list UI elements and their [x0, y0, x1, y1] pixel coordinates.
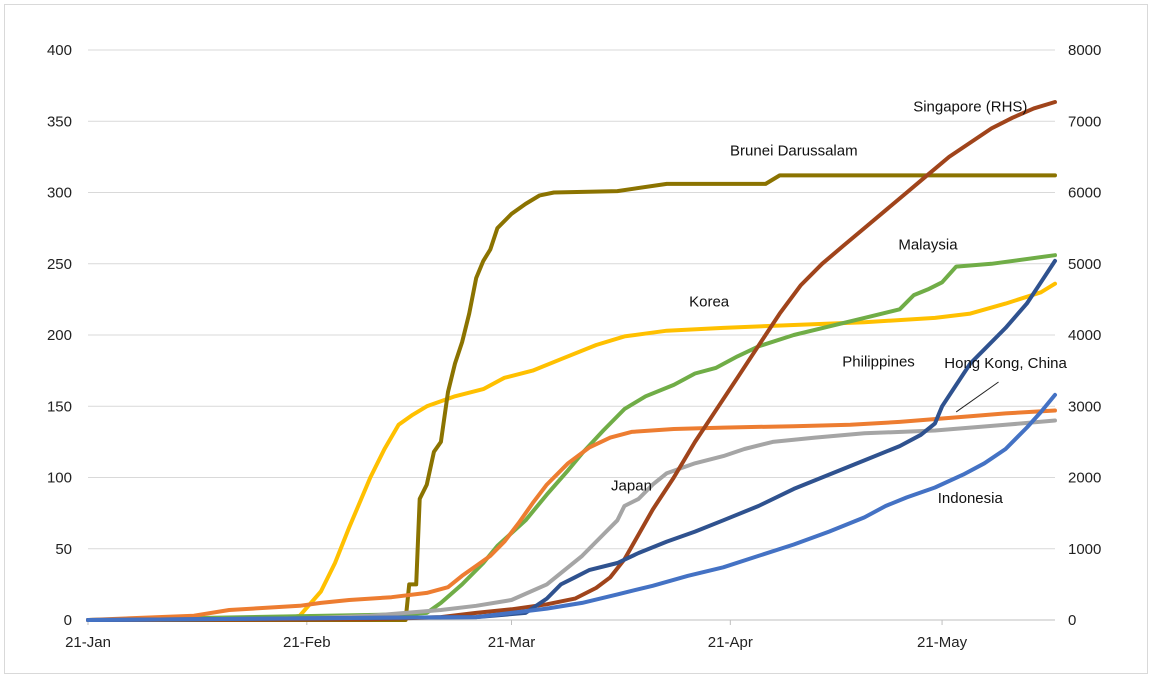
- x-tick-label: 21-May: [917, 634, 968, 651]
- series-label: Indonesia: [938, 490, 1004, 507]
- series-line-singapore-rhs: [86, 100, 1057, 622]
- series-line-philippines: [86, 258, 1057, 622]
- y-tick-label-left: 350: [47, 113, 72, 130]
- y-tick-label-right: 0: [1068, 612, 1076, 629]
- y-tick-label-left: 150: [47, 398, 72, 415]
- series-label: Singapore (RHS): [913, 98, 1027, 115]
- leader-line: [955, 381, 999, 413]
- series-line-korea: [86, 281, 1057, 622]
- y-tick-label-right: 7000: [1068, 113, 1101, 130]
- y-tick-label-left: 300: [47, 185, 72, 202]
- series-line-brunei-darussalam: [86, 173, 1057, 622]
- y-tick-label-left: 50: [55, 541, 72, 558]
- series-label: Hong Kong, China: [944, 355, 1067, 372]
- y-tick-label-left: 400: [47, 42, 72, 59]
- y-tick-label-right: 6000: [1068, 185, 1101, 202]
- series-label: Korea: [689, 294, 730, 311]
- y-tick-label-left: 0: [64, 612, 72, 629]
- y-tick-label-left: 200: [47, 327, 72, 344]
- x-tick-label: 21-Apr: [708, 634, 753, 651]
- chart-frame: [4, 4, 1148, 674]
- y-tick-label-left: 100: [47, 470, 72, 487]
- y-tick-label-right: 2000: [1068, 470, 1101, 487]
- series-line-indonesia: [86, 392, 1057, 622]
- series-label: Philippines: [842, 353, 915, 370]
- series-label: Japan: [611, 477, 652, 494]
- y-tick-label-right: 3000: [1068, 398, 1101, 415]
- y-tick-label-right: 8000: [1068, 42, 1101, 59]
- x-tick-label: 21-Jan: [65, 634, 111, 651]
- y-tick-label-right: 5000: [1068, 256, 1101, 273]
- series-line-malaysia: [86, 253, 1057, 622]
- series-label: Brunei Darussalam: [730, 142, 858, 159]
- series-line-japan: [86, 418, 1057, 622]
- x-tick-label: 21-Mar: [488, 634, 536, 651]
- y-tick-label-left: 250: [47, 256, 72, 273]
- y-tick-label-right: 4000: [1068, 327, 1101, 344]
- x-tick-label: 21-Feb: [283, 634, 331, 651]
- series-label: Malaysia: [898, 237, 958, 254]
- y-tick-label-right: 1000: [1068, 541, 1101, 558]
- series-line-hong-kong-china: [86, 408, 1057, 622]
